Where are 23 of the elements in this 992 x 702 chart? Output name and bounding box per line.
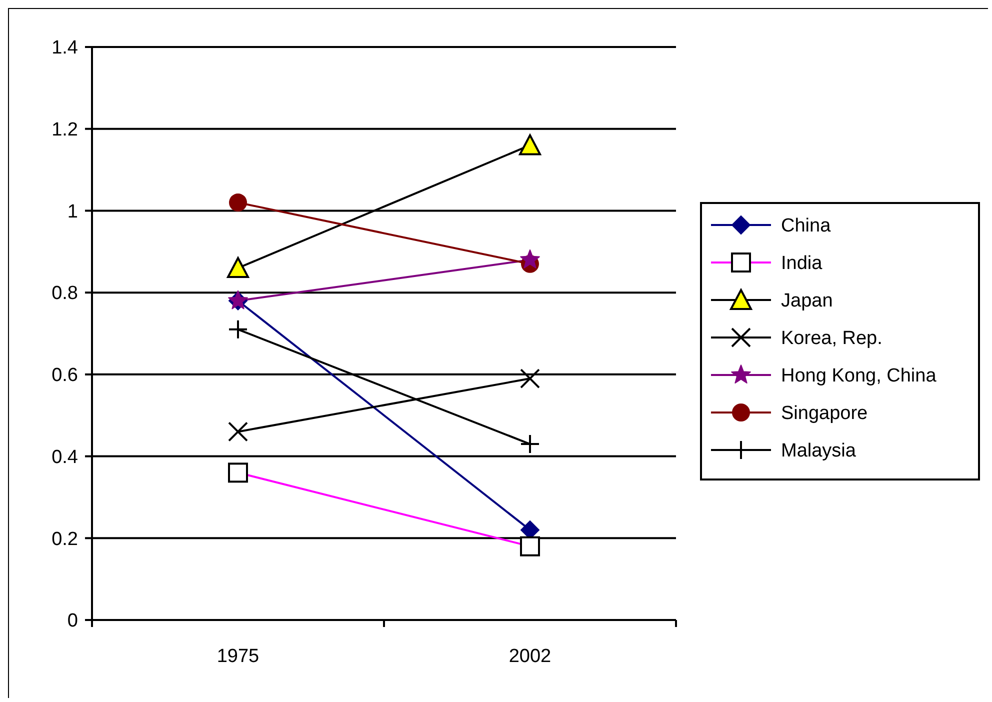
point — [228, 319, 248, 340]
legend-label: Japan — [781, 290, 833, 312]
y-tick-label: 0.6 — [52, 365, 78, 386]
legend-label: Singapore — [781, 403, 868, 424]
y-tick-label: 0.4 — [52, 446, 78, 468]
legend-label: Hong Kong, China — [781, 366, 937, 387]
y-tick-label: 1.2 — [52, 120, 78, 141]
y-tick-label: 0.8 — [52, 283, 78, 304]
point — [229, 194, 247, 212]
y-tick-label: 0 — [67, 610, 78, 632]
legend-label: Malaysia — [781, 440, 856, 462]
x-tick-label: 2002 — [508, 646, 552, 667]
y-tick-label: 1 — [67, 201, 78, 222]
point — [520, 368, 540, 389]
point — [227, 257, 249, 278]
y-tick-label: 0.2 — [52, 528, 78, 550]
legend-label: Korea, Rep. — [781, 328, 882, 350]
y-tick-label: 1.4 — [52, 38, 78, 59]
point — [520, 249, 540, 268]
point — [228, 422, 248, 442]
legend-label: China — [781, 216, 832, 237]
legend-label: India — [781, 253, 823, 274]
x-tick-label: 1975 — [216, 646, 260, 667]
